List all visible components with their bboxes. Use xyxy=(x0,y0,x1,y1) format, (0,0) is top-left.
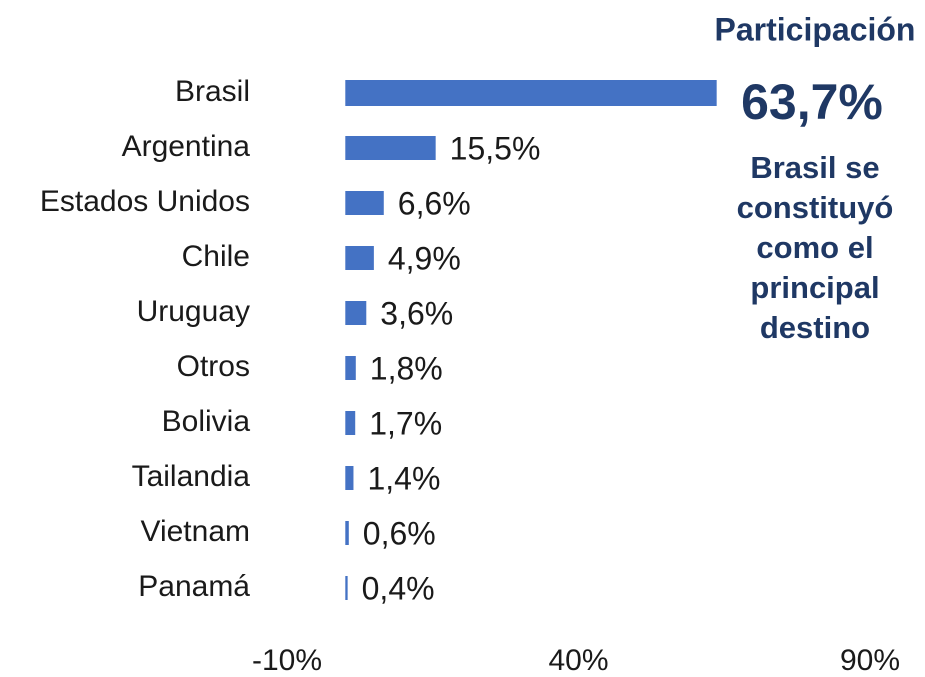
value-label: 63,7% xyxy=(741,74,883,130)
annotation-line: principal xyxy=(750,270,879,305)
value-label: 1,8% xyxy=(370,350,443,386)
value-label: 1,4% xyxy=(367,460,440,496)
bar xyxy=(345,411,356,435)
value-label: 3,6% xyxy=(380,295,453,331)
value-label: 15,5% xyxy=(450,130,541,166)
y-tick-label: Estados Unidos xyxy=(40,185,250,218)
x-tick-label: -10% xyxy=(252,644,322,677)
y-tick-label: Otros xyxy=(177,350,250,383)
annotation-line: destino xyxy=(760,310,870,345)
y-tick-label: Bolivia xyxy=(162,405,251,438)
annotation-title: Participación xyxy=(715,11,916,47)
x-tick-label: 90% xyxy=(840,644,900,677)
y-tick-label: Brasil xyxy=(175,75,250,108)
bar xyxy=(345,576,348,600)
y-tick-label: Tailandia xyxy=(132,460,251,493)
y-tick-label: Chile xyxy=(182,240,250,273)
bar xyxy=(345,136,436,160)
bar xyxy=(345,191,384,215)
value-label: 1,7% xyxy=(369,405,442,441)
bar xyxy=(345,80,717,106)
bar xyxy=(345,521,349,545)
x-tick-label: 40% xyxy=(548,644,608,677)
value-label: 0,4% xyxy=(362,570,435,606)
y-tick-label: Argentina xyxy=(122,130,251,163)
bar xyxy=(345,246,374,270)
y-tick-label: Uruguay xyxy=(137,295,250,328)
y-tick-label: Panamá xyxy=(138,570,250,603)
value-label: 6,6% xyxy=(398,185,471,221)
annotation-line: como el xyxy=(756,230,873,265)
annotation-line: constituyó xyxy=(737,190,894,225)
bar xyxy=(345,301,367,325)
value-label: 0,6% xyxy=(363,515,436,551)
bar xyxy=(345,466,354,490)
annotation-line: Brasil se xyxy=(750,150,879,185)
value-label: 4,9% xyxy=(388,240,461,276)
bar xyxy=(345,356,356,380)
y-tick-label: Vietnam xyxy=(140,515,250,548)
